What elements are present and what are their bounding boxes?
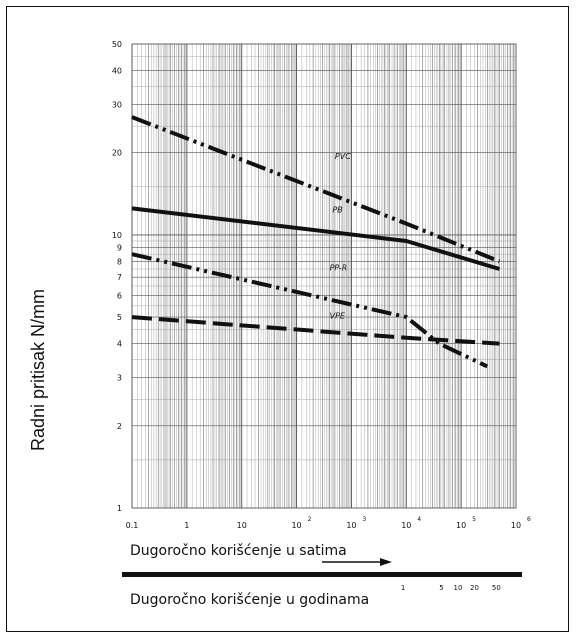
series-line-pp-r <box>131 252 489 369</box>
year-tick-label: 20 <box>470 584 479 592</box>
x-tick-label: 10 <box>456 521 466 530</box>
x-tick-label: 10 <box>291 521 301 530</box>
y-tick-label: 3 <box>117 374 122 383</box>
y-tick-label: 1 <box>117 504 122 513</box>
series-line-pvc <box>131 115 501 264</box>
y-tick-label: 40 <box>112 66 122 75</box>
year-tick-label: 10 <box>454 584 463 592</box>
y-tick-label: 20 <box>112 149 122 158</box>
y-tick-label: 8 <box>117 257 122 266</box>
x-tick-exponent: 5 <box>472 516 476 523</box>
y-tick-label: 5 <box>117 313 122 322</box>
chart-grid <box>131 43 517 509</box>
y-tick-label: 2 <box>117 422 122 431</box>
series-label-pvc: PVC <box>335 152 351 161</box>
y-tick-labels: 1 2 3 4 5 6 7 8 9 10 20 30 40 50 <box>112 40 122 513</box>
series-label-pp-r: PP-R <box>330 264 348 273</box>
arrow-head <box>380 558 392 566</box>
y-tick-label: 30 <box>112 101 122 110</box>
chart-frame <box>6 6 569 632</box>
year-tick-label: 50 <box>492 584 501 592</box>
y-tick-label: 9 <box>117 243 122 252</box>
time-bar <box>122 572 522 577</box>
x-tick-label: 1 <box>184 521 189 530</box>
series-label-pb: PB <box>332 205 342 214</box>
y-tick-label: 6 <box>117 291 122 300</box>
x-tick-labels: 0.1 1 10 10 2 10 3 10 4 10 5 10 6 <box>126 516 531 530</box>
chart-series <box>131 115 501 369</box>
x-tick-exponent: 4 <box>417 516 421 523</box>
x-tick-label: 10 <box>511 521 521 530</box>
series-line-vpe <box>131 315 500 346</box>
x-axis-label-hours: Dugoročno korišćenje u satima <box>130 543 347 559</box>
x-tick-exponent: 3 <box>362 516 366 523</box>
series-line-pb <box>131 206 501 271</box>
x-tick-label: 0.1 <box>126 521 139 530</box>
x-tick-label: 10 <box>346 521 356 530</box>
y-tick-label: 4 <box>117 340 122 349</box>
x-tick-label: 10 <box>401 521 411 530</box>
year-tick-labels: 1 5 10 20 50 <box>401 584 501 592</box>
x-tick-exponent: 2 <box>308 516 312 523</box>
series-labels: PVC PB PP-R VPE <box>330 152 352 321</box>
y-tick-label: 7 <box>117 273 122 282</box>
hours-arrow <box>322 558 392 566</box>
y-tick-label: 10 <box>112 231 122 240</box>
series-label-vpe: VPE <box>330 311 346 320</box>
x-tick-label: 10 <box>237 521 247 530</box>
y-axis-label: Radni pritisak N/mm <box>28 289 48 451</box>
year-tick-label: 5 <box>439 584 443 592</box>
x-tick-exponent: 6 <box>527 516 531 523</box>
y-tick-label: 50 <box>112 40 122 49</box>
x-axis-label-years: Dugoročno korišćenje u godinama <box>130 592 369 608</box>
year-tick-label: 1 <box>401 584 405 592</box>
